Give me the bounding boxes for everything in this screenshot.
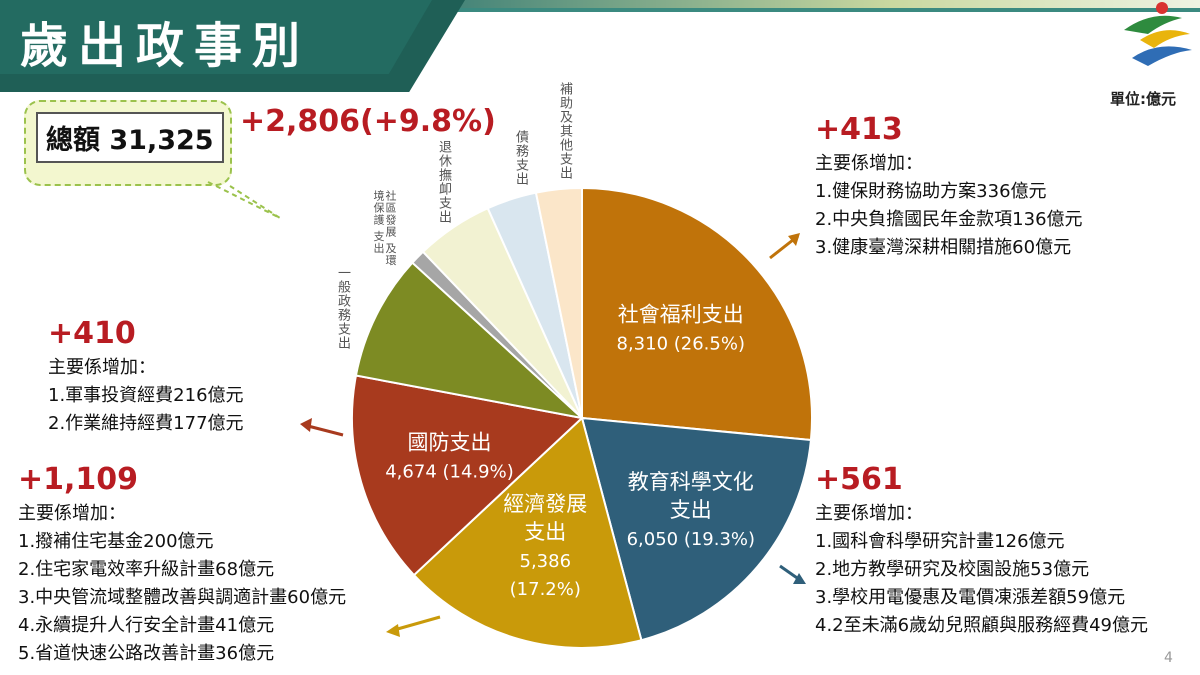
- slice-label-social: 8,310 (26.5%): [617, 333, 745, 354]
- arrow-education-head: [793, 573, 806, 584]
- total-change: +2,806(+9.8%): [240, 104, 496, 139]
- annotation-arrows: [300, 233, 806, 637]
- callout-tail: [207, 181, 281, 219]
- note-economic-heading: 主要係增加：: [18, 503, 126, 524]
- note-education-item: 4.2至未滿6歲幼兒照顧與服務經費49億元: [815, 615, 1148, 636]
- slice-label-education: 教育科學文化: [628, 470, 754, 494]
- note-economic-item: 5.省道快速公路改善計畫36億元: [18, 643, 275, 664]
- note-economic-item: 4.永續提升人行安全計畫41億元: [18, 615, 275, 636]
- arrow-social-head: [788, 233, 800, 246]
- label-community-line2: 及環境保護: [372, 190, 397, 267]
- arrow-defense: [307, 424, 344, 437]
- arrow-defense-head: [300, 418, 312, 432]
- slice-label-education: 支出: [670, 498, 712, 522]
- pie-slice: [354, 261, 586, 420]
- note-education-item: 2.地方教學研究及校園設施53億元: [815, 559, 1090, 580]
- pie-slice: [580, 416, 813, 642]
- total-amount: 總額 31,325: [36, 112, 224, 163]
- unit-label: 單位:億元: [1110, 90, 1176, 108]
- label-general-affairs: 一般政務支出: [335, 266, 350, 350]
- page-title: 歲出政事別: [20, 18, 311, 74]
- slice-label-economic: (17.2%): [510, 579, 581, 600]
- note-social-item: 1.健保財務協助方案336億元: [815, 181, 1047, 202]
- label-community-line3: 支出: [372, 230, 385, 255]
- note-social: +413 主要係增加： 1.健保財務協助方案336億元 2.中央負擔國民年金款項…: [815, 110, 1083, 262]
- label-debt: 債務支出: [513, 130, 528, 186]
- note-defense: +410 主要係增加： 1.軍事投資經費216億元 2.作業維持經費177億元: [48, 314, 244, 438]
- pie-slice: [412, 416, 643, 649]
- note-education-item: 3.學校用電優惠及電價凍漲差額59億元: [815, 587, 1126, 608]
- page-number: 4: [1164, 650, 1173, 666]
- note-education-increase: +561: [815, 462, 903, 497]
- arrow-economic-head: [386, 624, 400, 637]
- note-social-item: 2.中央負擔國民年金款項136億元: [815, 209, 1083, 230]
- brand-logo: [1124, 2, 1192, 66]
- note-economic-item: 2.住宅家電效率升級計畫68億元: [18, 559, 275, 580]
- label-subsidy-other: 補助及其他支出: [557, 82, 572, 180]
- slice-label-economic: 5,386: [520, 551, 572, 572]
- note-education-heading: 主要係增加：: [815, 503, 923, 524]
- slice-label-defense: 國防支出: [407, 431, 491, 455]
- pie-slice: [581, 186, 813, 442]
- header-gradient: [430, 0, 1200, 8]
- note-social-heading: 主要係增加：: [815, 153, 923, 174]
- note-education-item: 1.國科會科學研究計畫126億元: [815, 531, 1065, 552]
- label-pension: 退休撫卹支出: [436, 140, 451, 224]
- note-economic: +1,109 主要係增加： 1.撥補住宅基金200億元 2.住宅家電效率升級計畫…: [18, 460, 346, 668]
- note-social-item: 3.健康臺灣深耕相關措施60億元: [815, 237, 1072, 258]
- note-social-increase: +413: [815, 112, 903, 147]
- note-defense-item: 2.作業維持經費177億元: [48, 413, 244, 434]
- label-community-environment: 社區發展 及環境保護 支出: [372, 190, 397, 270]
- pie-slice: [534, 186, 583, 419]
- arrow-economic: [393, 615, 441, 632]
- slice-label-education: 6,050 (19.3%): [627, 529, 755, 550]
- note-economic-item: 1.撥補住宅基金200億元: [18, 531, 214, 552]
- slice-label-social: 社會福利支出: [618, 302, 744, 326]
- note-economic-increase: +1,109: [18, 462, 139, 497]
- note-defense-heading: 主要係增加：: [48, 357, 156, 378]
- note-education: +561 主要係增加： 1.國科會科學研究計畫126億元 2.地方教學研究及校園…: [815, 460, 1148, 640]
- note-defense-increase: +410: [48, 316, 136, 351]
- note-economic-item: 3.中央管流域整體改善與調適計畫60億元: [18, 587, 347, 608]
- pie-slices: [351, 186, 813, 649]
- pie-slice: [351, 374, 585, 577]
- slice-label-economic: 支出: [524, 520, 566, 544]
- label-community-line1: 社區發展: [384, 190, 397, 238]
- slice-label-economic: 經濟發展: [503, 492, 587, 516]
- title-banner-inner: [0, 0, 432, 74]
- slice-label-defense: 4,674 (14.9%): [385, 462, 513, 483]
- note-defense-item: 1.軍事投資經費216億元: [48, 385, 244, 406]
